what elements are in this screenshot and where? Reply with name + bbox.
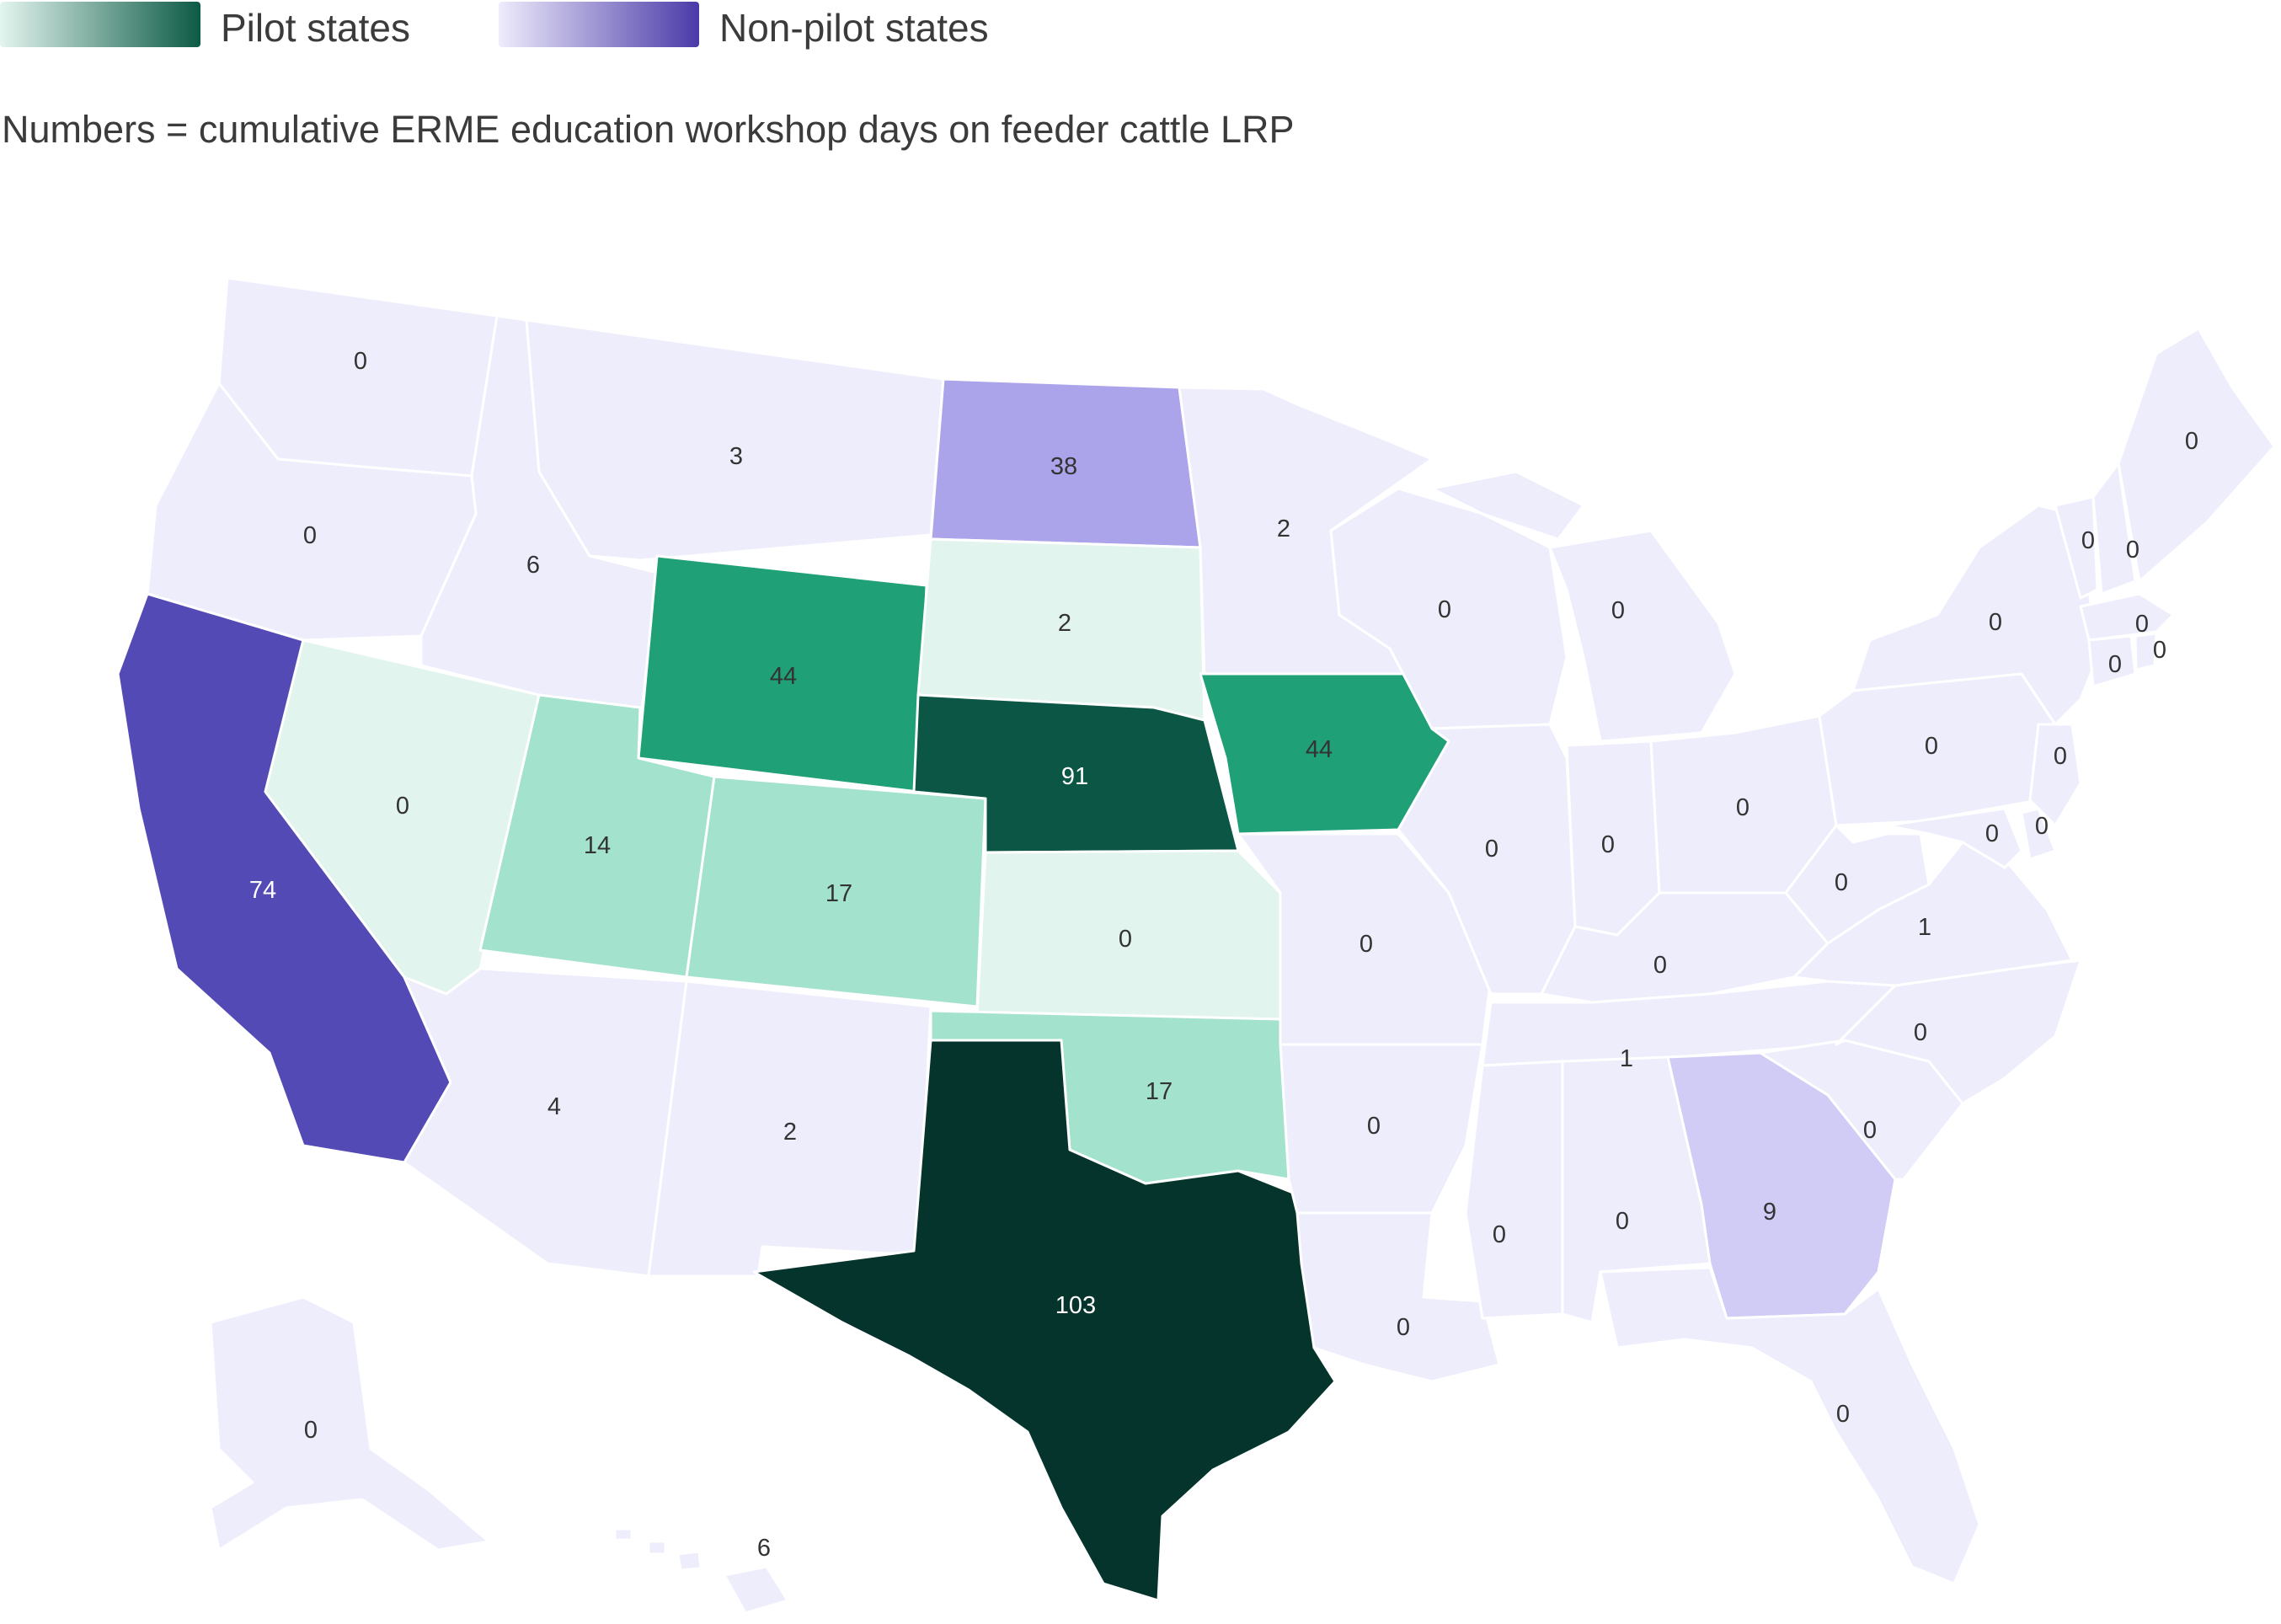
state-HI[interactable] [613,1527,789,1615]
label-SC: 0 [1863,1117,1877,1144]
state-AZ[interactable] [403,967,688,1278]
label-MN: 2 [1277,516,1290,542]
state-IL[interactable] [1397,723,1577,996]
label-MS: 0 [1493,1221,1506,1248]
label-KY: 0 [1653,952,1667,979]
label-OH: 0 [1736,794,1749,821]
state-NJ[interactable] [2028,723,2082,827]
label-AL: 0 [1616,1208,1629,1235]
state-RI[interactable] [2134,632,2158,671]
label-MA: 0 [2135,611,2149,638]
label-NM: 2 [783,1119,797,1146]
label-WY: 44 [770,663,797,690]
label-FL: 0 [1836,1401,1850,1428]
label-ME: 0 [2185,428,2198,455]
label-NH: 0 [2126,537,2139,564]
state-AR[interactable] [1279,1043,1484,1215]
label-HI: 6 [757,1535,771,1562]
label-SD: 2 [1058,610,1071,637]
state-MS[interactable] [1464,1060,1564,1320]
label-NV: 0 [396,793,409,820]
state-CT[interactable] [2087,634,2137,688]
label-TX: 103 [1055,1292,1096,1319]
label-NY: 0 [1989,609,2002,636]
label-CO: 17 [825,880,852,907]
label-VT: 0 [2081,527,2095,554]
state-VT[interactable] [2054,495,2099,600]
state-FL[interactable] [1599,1266,1981,1585]
label-NC: 0 [1914,1019,1927,1046]
label-WI: 0 [1438,596,1451,623]
label-TN: 1 [1620,1045,1633,1072]
map-subtitle: Numbers = cumulative ERME education work… [2,108,1295,151]
pilot-gradient-swatch [0,2,200,47]
label-UT: 14 [584,832,611,859]
label-NE: 91 [1061,763,1088,790]
label-GA: 9 [1763,1199,1776,1226]
state-TX[interactable] [752,1039,1337,1602]
label-OR: 0 [303,522,317,549]
label-LA: 0 [1397,1314,1410,1341]
state-DE[interactable] [2020,807,2057,861]
label-MI: 0 [1611,597,1625,624]
state-MI[interactable] [1430,470,1737,743]
label-MO: 0 [1360,931,1373,958]
label-DE: 0 [2035,813,2049,840]
nonpilot-gradient-swatch [499,2,699,47]
state-WV[interactable] [1784,824,1931,945]
label-PA: 0 [1925,733,1938,760]
label-AZ: 4 [548,1093,561,1120]
label-NJ: 0 [2054,743,2067,770]
state-ME[interactable] [2117,327,2276,583]
state-NM[interactable] [647,980,932,1278]
state-AK[interactable] [209,1295,490,1552]
label-KS: 0 [1119,926,1132,953]
state-MT[interactable] [525,318,945,562]
label-WV: 0 [1835,869,1848,896]
label-VA: 1 [1918,914,1931,941]
label-OK: 17 [1146,1078,1173,1105]
label-MT: 3 [729,443,743,470]
label-ND: 38 [1050,453,1077,480]
label-MD: 0 [1985,820,1999,847]
state-MD[interactable] [1885,807,2023,869]
label-CA: 74 [249,877,276,904]
pilot-legend-label: Pilot states [221,6,410,50]
label-RI: 0 [2153,637,2166,664]
state-NH[interactable] [2091,462,2137,596]
label-AR: 0 [1367,1113,1381,1140]
label-IN: 0 [1601,831,1615,858]
label-CT: 0 [2108,651,2122,678]
label-AK: 0 [304,1417,318,1444]
nonpilot-legend-label: Non-pilot states [719,6,989,50]
label-WA: 0 [354,348,367,375]
state-MA[interactable] [2079,592,2175,642]
label-IL: 0 [1485,836,1498,863]
label-ID: 6 [526,552,540,579]
state-WI[interactable] [1329,487,1568,730]
state-LA[interactable] [1295,1211,1501,1383]
label-IA: 44 [1306,736,1333,763]
